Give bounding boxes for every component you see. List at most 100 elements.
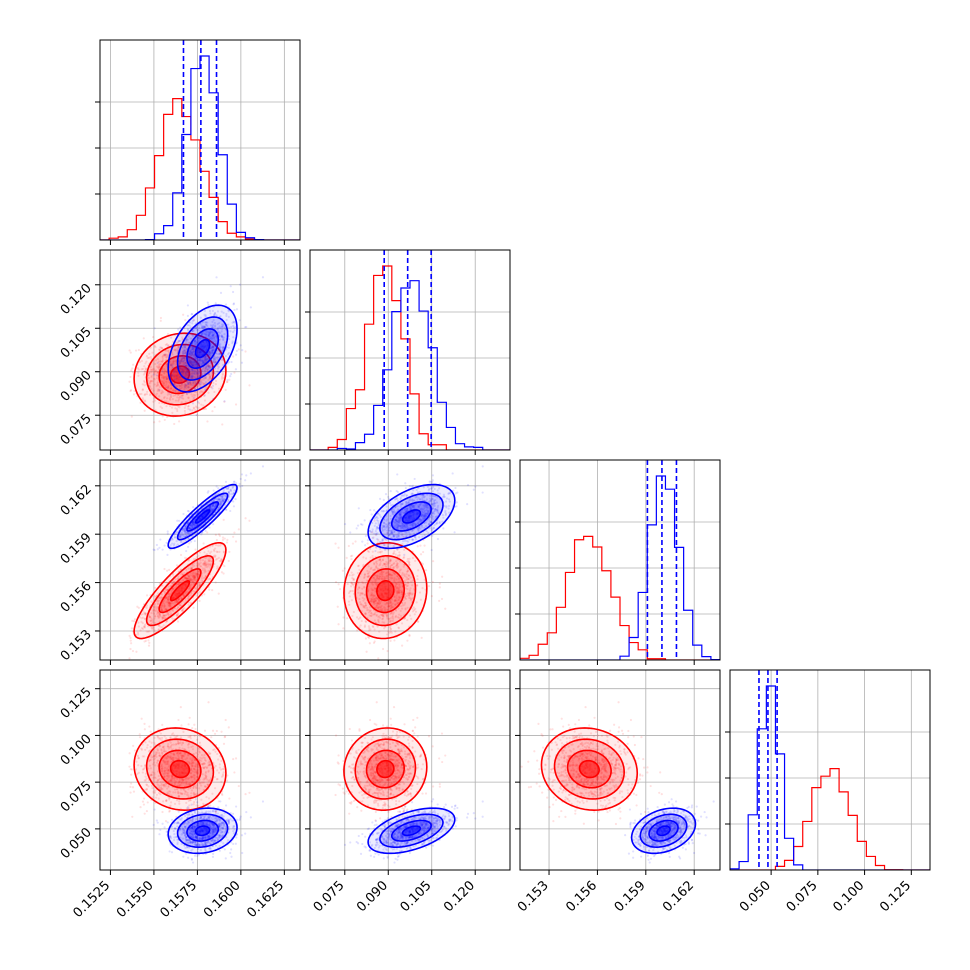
sample-point — [182, 397, 185, 400]
panel-2-0 — [100, 460, 300, 660]
sample-point — [196, 393, 199, 396]
sample-point — [181, 394, 184, 397]
sample-point — [203, 570, 206, 573]
sample-point — [220, 323, 224, 326]
sample-point — [158, 401, 161, 405]
sample-point — [176, 600, 179, 603]
sample-point — [144, 370, 147, 373]
sample-point — [161, 617, 164, 621]
sample-point — [423, 544, 426, 547]
sample-point — [148, 371, 151, 375]
sample-point — [193, 370, 196, 373]
sample-point — [171, 366, 174, 369]
sample-point — [184, 341, 188, 345]
sample-point — [195, 371, 198, 374]
sample-point — [214, 343, 217, 346]
sample-point — [198, 371, 201, 374]
sample-point — [182, 352, 185, 355]
sample-point — [165, 380, 168, 383]
sample-point — [202, 361, 205, 364]
sample-point — [206, 369, 209, 372]
sample-point — [189, 349, 192, 352]
sample-point — [190, 368, 193, 371]
sample-point — [206, 420, 209, 423]
sample-point — [162, 377, 165, 380]
sample-point — [170, 395, 173, 398]
sample-point — [179, 573, 182, 576]
sample-point — [160, 389, 164, 392]
sample-point — [151, 628, 154, 631]
sample-point — [200, 324, 203, 327]
sample-point — [347, 544, 350, 548]
sample-point — [192, 575, 195, 578]
sample-point — [201, 367, 205, 371]
sample-point — [208, 374, 212, 378]
sample-point — [212, 358, 216, 361]
sample-point — [191, 377, 194, 380]
sample-point — [393, 639, 396, 642]
sample-point — [168, 601, 171, 604]
sample-point — [206, 353, 209, 356]
contour-level — [194, 338, 211, 359]
sample-point — [207, 357, 210, 360]
sample-point — [204, 557, 207, 560]
sample-point — [187, 396, 190, 399]
sample-point — [197, 338, 200, 341]
sample-point — [140, 368, 143, 371]
sample-point — [211, 320, 214, 323]
sample-point — [183, 345, 187, 348]
sample-point — [218, 321, 221, 325]
sample-point — [201, 325, 204, 329]
sample-point — [211, 326, 214, 329]
sample-point — [198, 383, 201, 386]
sample-point — [223, 400, 226, 403]
sample-point — [191, 409, 194, 412]
sample-point — [200, 334, 203, 337]
sample-point — [182, 352, 185, 355]
sample-point — [187, 574, 190, 578]
sample-point — [206, 301, 209, 304]
sample-point — [231, 321, 234, 324]
sample-point — [172, 388, 175, 392]
sample-point — [261, 276, 265, 279]
sample-point — [137, 368, 140, 371]
sample-point — [213, 359, 216, 362]
sample-point — [158, 546, 161, 549]
sample-point — [220, 334, 223, 338]
sample-point — [161, 357, 164, 360]
sample-point — [192, 577, 196, 580]
sample-point — [155, 376, 159, 380]
sample-point — [183, 406, 186, 409]
sample-point — [200, 575, 203, 578]
sample-point — [169, 374, 172, 377]
sample-point — [183, 349, 186, 352]
sample-point — [191, 348, 194, 351]
sample-point — [175, 564, 179, 567]
sample-point — [180, 370, 183, 374]
sample-point — [185, 339, 188, 342]
sample-point — [192, 319, 195, 322]
sample-point — [204, 332, 207, 335]
sample-point — [226, 378, 229, 382]
sample-point — [178, 395, 182, 398]
sample-point — [197, 402, 201, 405]
sample-point — [153, 606, 156, 609]
sample-point — [172, 389, 175, 392]
sample-point — [200, 378, 203, 382]
sample-point — [194, 587, 197, 590]
sample-point — [214, 360, 217, 364]
sample-point — [196, 572, 199, 576]
sample-point — [168, 404, 172, 408]
sample-point — [212, 333, 215, 336]
sample-point — [187, 405, 190, 408]
sample-point — [203, 372, 206, 375]
sample-point — [204, 376, 207, 379]
sample-point — [141, 397, 144, 400]
sample-point — [163, 379, 166, 382]
sample-point — [227, 309, 230, 313]
sample-point — [185, 348, 188, 351]
sample-point — [195, 373, 198, 376]
sample-point — [196, 564, 199, 568]
sample-point — [193, 339, 196, 343]
sample-point — [158, 365, 161, 368]
